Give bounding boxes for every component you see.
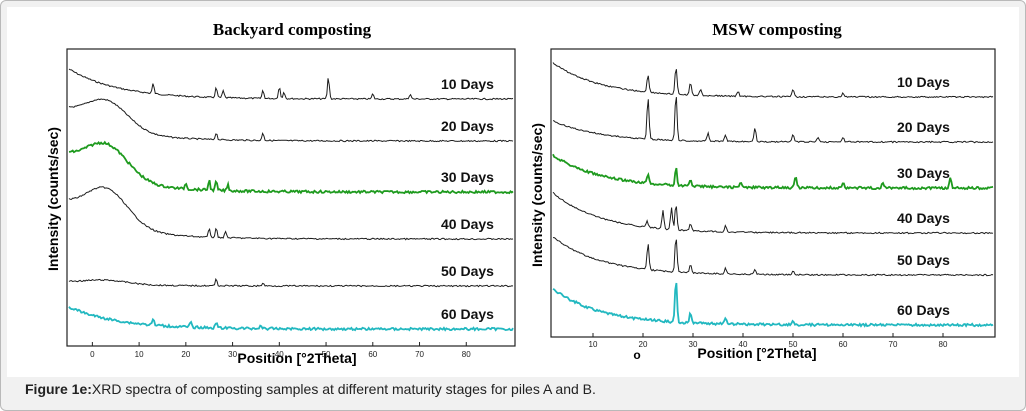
x-tick-label: 30 xyxy=(689,340,698,349)
msw-panel: MSW composting Intensity (counts/sec) Po… xyxy=(529,20,996,362)
x-tick-label: 80 xyxy=(939,340,948,349)
xrd-figure: Backyard composting Intensity (counts/se… xyxy=(45,20,996,366)
series-label: 10 Days xyxy=(441,76,494,92)
series-label: 60 Days xyxy=(897,302,950,318)
series-label: 30 Days xyxy=(897,165,950,181)
series-label: 40 Days xyxy=(897,210,950,226)
x-tick-label: 50 xyxy=(322,350,331,359)
series-label: 20 Days xyxy=(897,119,950,135)
x-tick-label: 30 xyxy=(228,350,237,359)
x-tick-label: 20 xyxy=(639,340,648,349)
figure-caption: Figure 1e:XRD spectra of composting samp… xyxy=(25,381,596,397)
backyard-title: Backyard composting xyxy=(213,20,372,39)
msw-ylabel: Intensity (counts/sec) xyxy=(529,123,545,267)
series-trace xyxy=(68,306,514,332)
series-trace xyxy=(552,62,994,99)
msw-plot-frame xyxy=(550,48,996,338)
x-tick-label: 80 xyxy=(462,350,471,359)
series-trace xyxy=(68,98,514,143)
series-trace xyxy=(68,186,514,241)
series-trace xyxy=(552,191,994,235)
series-label: 30 Days xyxy=(441,169,494,185)
x-tick-label: 40 xyxy=(275,350,284,359)
msw-annotation: o xyxy=(633,348,640,362)
series-trace xyxy=(68,140,514,195)
series-trace xyxy=(552,282,994,328)
series-label: 40 Days xyxy=(441,216,494,232)
caption-text: XRD spectra of composting samples at dif… xyxy=(91,381,596,397)
msw-xlabel: Position [°2Theta] xyxy=(697,345,816,361)
backyard-xlabel: Position [°2Theta] xyxy=(237,350,356,366)
series-label: 20 Days xyxy=(441,118,494,134)
x-tick-label: 20 xyxy=(181,350,190,359)
series-trace xyxy=(553,237,994,277)
series-trace xyxy=(68,277,514,288)
backyard-panel: Backyard composting Intensity (counts/se… xyxy=(45,20,516,366)
series-trace xyxy=(552,153,994,191)
series-label: 60 Days xyxy=(441,306,494,322)
series-label: 10 Days xyxy=(897,74,950,90)
series-label: 50 Days xyxy=(441,263,494,279)
x-tick-label: 40 xyxy=(739,340,748,349)
series-trace xyxy=(68,68,514,101)
x-tick-label: 60 xyxy=(368,350,377,359)
series-label: 50 Days xyxy=(897,252,950,268)
x-tick-label: 10 xyxy=(589,340,598,349)
series-trace xyxy=(552,97,994,144)
figure-image: Backyard composting Intensity (counts/se… xyxy=(7,7,1019,377)
x-tick-label: 60 xyxy=(839,340,848,349)
backyard-ylabel: Intensity (counts/sec) xyxy=(45,127,61,271)
x-tick-label: 10 xyxy=(135,350,144,359)
x-tick-label: 0 xyxy=(90,350,95,359)
x-tick-label: 70 xyxy=(889,340,898,349)
caption-label: Figure 1e: xyxy=(25,381,92,397)
backyard-plot-frame xyxy=(66,48,516,347)
x-tick-label: 50 xyxy=(789,340,798,349)
msw-title: MSW composting xyxy=(712,20,842,39)
x-tick-label: 70 xyxy=(415,350,424,359)
